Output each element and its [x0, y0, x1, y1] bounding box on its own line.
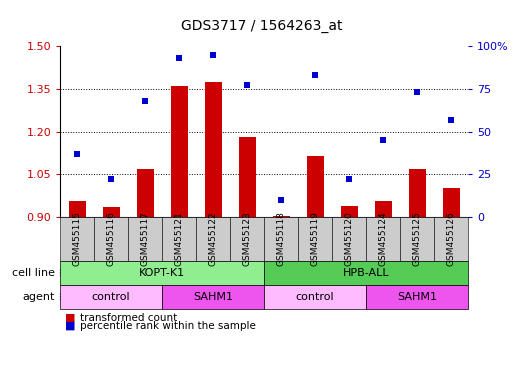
Bar [340, 205, 358, 217]
Text: GSM455124: GSM455124 [379, 212, 388, 266]
Text: GSM455117: GSM455117 [141, 212, 150, 266]
Text: GSM455120: GSM455120 [345, 212, 354, 266]
Text: agent: agent [22, 292, 55, 302]
Text: GSM455122: GSM455122 [209, 212, 218, 266]
Bar [137, 169, 154, 217]
Point [243, 82, 252, 88]
Point [175, 55, 184, 61]
Bar [374, 201, 392, 217]
Point [73, 151, 82, 157]
Bar [103, 207, 120, 217]
Text: GSM455126: GSM455126 [447, 212, 456, 266]
Text: GDS3717 / 1564263_at: GDS3717 / 1564263_at [181, 19, 342, 33]
Bar [272, 215, 290, 217]
Bar [204, 82, 222, 217]
Text: SAHM1: SAHM1 [193, 292, 233, 302]
Point [107, 176, 116, 182]
Text: GSM455125: GSM455125 [413, 212, 422, 266]
Text: GSM455116: GSM455116 [107, 212, 116, 266]
Text: ■: ■ [65, 321, 76, 331]
Text: control: control [296, 292, 334, 302]
Point [345, 176, 354, 182]
Text: percentile rank within the sample: percentile rank within the sample [80, 321, 256, 331]
Bar [408, 169, 426, 217]
Text: GSM455123: GSM455123 [243, 212, 252, 266]
Point [379, 137, 388, 143]
Bar [170, 86, 188, 217]
Text: ■: ■ [65, 313, 76, 323]
Point [141, 98, 150, 104]
Bar [69, 201, 86, 217]
Text: GSM455121: GSM455121 [175, 212, 184, 266]
Text: KOPT-K1: KOPT-K1 [139, 268, 185, 278]
Point [209, 51, 218, 58]
Point [277, 197, 286, 203]
Text: control: control [92, 292, 130, 302]
Text: SAHM1: SAHM1 [397, 292, 437, 302]
Text: GSM455119: GSM455119 [311, 212, 320, 266]
Point [447, 116, 456, 122]
Point [413, 89, 422, 95]
Text: cell line: cell line [12, 268, 55, 278]
Bar [306, 156, 324, 217]
Text: HPB-ALL: HPB-ALL [343, 268, 390, 278]
Bar [442, 189, 460, 217]
Point [311, 72, 320, 78]
Text: GSM455115: GSM455115 [73, 212, 82, 266]
Text: transformed count: transformed count [80, 313, 177, 323]
Bar [238, 137, 256, 217]
Text: GSM455118: GSM455118 [277, 212, 286, 266]
